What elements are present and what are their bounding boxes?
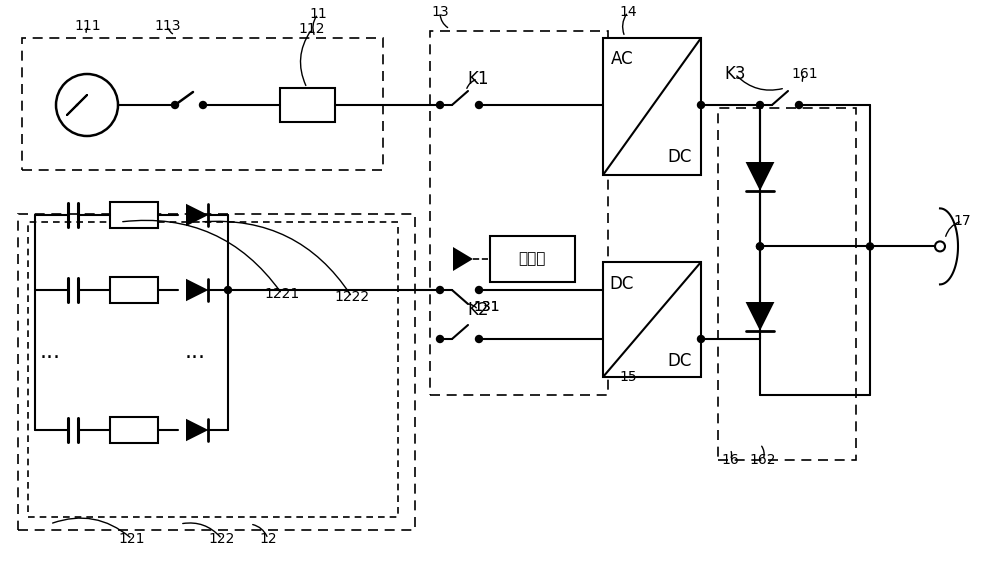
Circle shape bbox=[224, 287, 232, 294]
Polygon shape bbox=[186, 419, 208, 441]
Bar bbox=[430, 31, 608, 395]
Text: ···: ··· bbox=[184, 348, 206, 368]
Text: 1221: 1221 bbox=[264, 287, 300, 301]
Text: 122: 122 bbox=[209, 532, 235, 546]
Text: 17: 17 bbox=[953, 214, 971, 228]
Bar bbox=[280, 88, 335, 122]
Circle shape bbox=[436, 287, 444, 294]
Bar bbox=[110, 417, 158, 443]
Circle shape bbox=[436, 336, 444, 343]
Polygon shape bbox=[746, 162, 774, 191]
Text: DC: DC bbox=[668, 352, 692, 370]
Text: 13: 13 bbox=[431, 5, 449, 19]
Bar bbox=[22, 38, 383, 170]
Text: 131: 131 bbox=[474, 300, 500, 314]
Text: 113: 113 bbox=[155, 19, 181, 33]
Polygon shape bbox=[186, 204, 208, 226]
Text: 15: 15 bbox=[619, 370, 637, 384]
Text: DC: DC bbox=[668, 148, 692, 166]
Text: 131: 131 bbox=[474, 300, 500, 314]
Circle shape bbox=[757, 101, 764, 109]
Bar bbox=[18, 214, 415, 530]
Text: 162: 162 bbox=[750, 453, 776, 467]
Text: 161: 161 bbox=[792, 67, 818, 81]
Circle shape bbox=[866, 243, 874, 250]
Circle shape bbox=[476, 287, 482, 294]
Text: 11: 11 bbox=[309, 7, 327, 21]
Circle shape bbox=[698, 336, 704, 343]
Text: 16: 16 bbox=[721, 453, 739, 467]
Bar bbox=[603, 38, 701, 175]
Circle shape bbox=[476, 336, 482, 343]
Text: AC: AC bbox=[611, 50, 633, 68]
Polygon shape bbox=[746, 302, 774, 331]
Text: K3: K3 bbox=[724, 65, 746, 83]
Circle shape bbox=[172, 101, 178, 109]
Circle shape bbox=[200, 101, 207, 109]
Bar bbox=[718, 108, 856, 460]
Circle shape bbox=[796, 101, 802, 109]
Bar bbox=[110, 277, 158, 303]
Text: DC: DC bbox=[610, 275, 634, 293]
Polygon shape bbox=[186, 279, 208, 301]
Text: 112: 112 bbox=[299, 22, 325, 36]
Bar bbox=[603, 262, 701, 377]
Text: K1: K1 bbox=[467, 70, 489, 88]
Text: 12: 12 bbox=[259, 532, 277, 546]
Text: 14: 14 bbox=[619, 5, 637, 19]
Text: K2: K2 bbox=[467, 301, 489, 319]
Circle shape bbox=[436, 101, 444, 109]
Circle shape bbox=[757, 243, 764, 250]
Circle shape bbox=[698, 101, 704, 109]
Text: 111: 111 bbox=[75, 19, 101, 33]
Circle shape bbox=[476, 101, 482, 109]
Circle shape bbox=[757, 243, 764, 250]
Text: 1222: 1222 bbox=[334, 290, 370, 304]
Bar bbox=[490, 236, 575, 282]
Polygon shape bbox=[453, 247, 473, 271]
Text: 控制器: 控制器 bbox=[518, 251, 546, 266]
Bar bbox=[28, 222, 398, 517]
Text: ···: ··· bbox=[40, 348, 60, 368]
Text: 121: 121 bbox=[119, 532, 145, 546]
Bar bbox=[110, 202, 158, 228]
